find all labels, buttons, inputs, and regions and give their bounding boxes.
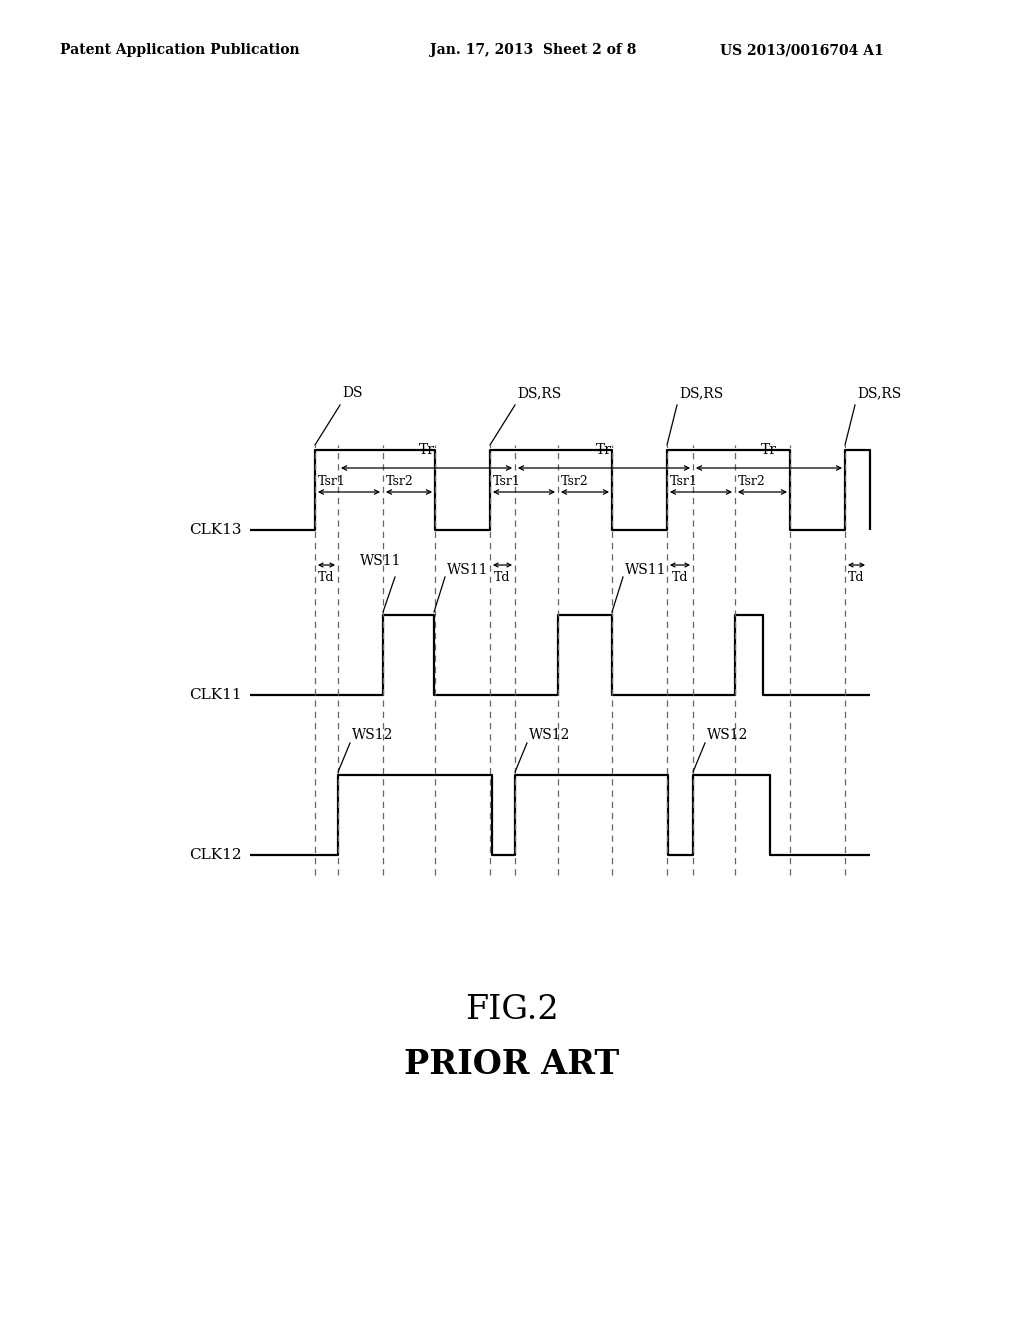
Text: Td: Td (848, 572, 864, 583)
Text: WS11: WS11 (360, 554, 401, 568)
Text: Tsr1: Tsr1 (493, 475, 521, 488)
Text: Tsr2: Tsr2 (738, 475, 766, 488)
Text: DS: DS (342, 385, 362, 400)
Text: FIG.2: FIG.2 (465, 994, 559, 1026)
Text: Tr: Tr (596, 444, 612, 457)
Text: Tsr1: Tsr1 (670, 475, 698, 488)
Text: DS,RS: DS,RS (679, 385, 723, 400)
Text: DS,RS: DS,RS (517, 385, 561, 400)
Text: Patent Application Publication: Patent Application Publication (60, 44, 300, 57)
Text: WS12: WS12 (707, 729, 749, 742)
Text: WS11: WS11 (625, 564, 667, 577)
Text: Td: Td (495, 572, 511, 583)
Text: Tsr1: Tsr1 (318, 475, 346, 488)
Text: WS12: WS12 (529, 729, 570, 742)
Text: CLK12: CLK12 (189, 847, 242, 862)
Text: Tr: Tr (761, 444, 777, 457)
Text: PRIOR ART: PRIOR ART (404, 1048, 620, 1081)
Text: DS,RS: DS,RS (857, 385, 901, 400)
Text: Jan. 17, 2013  Sheet 2 of 8: Jan. 17, 2013 Sheet 2 of 8 (430, 44, 636, 57)
Text: Tsr2: Tsr2 (561, 475, 589, 488)
Text: Tr: Tr (419, 444, 434, 457)
Text: Td: Td (672, 572, 688, 583)
Text: Td: Td (318, 572, 335, 583)
Text: CLK13: CLK13 (189, 523, 242, 537)
Text: WS11: WS11 (447, 564, 488, 577)
Text: CLK11: CLK11 (189, 688, 242, 702)
Text: WS12: WS12 (352, 729, 393, 742)
Text: US 2013/0016704 A1: US 2013/0016704 A1 (720, 44, 884, 57)
Text: Tsr2: Tsr2 (386, 475, 414, 488)
